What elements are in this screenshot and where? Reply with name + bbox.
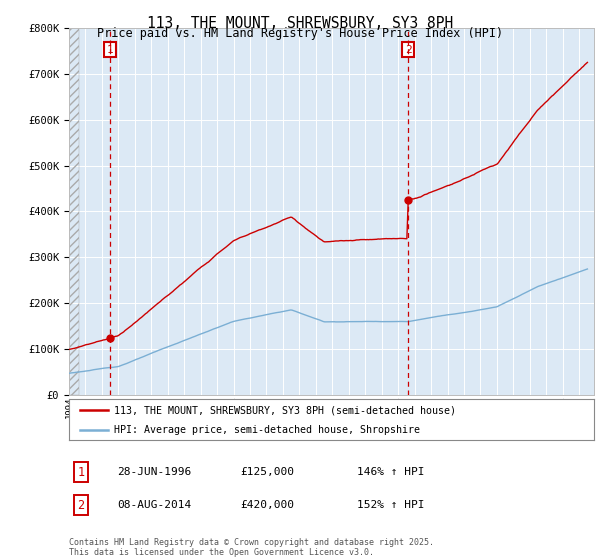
Text: 1: 1 <box>107 44 113 54</box>
Text: 152% ↑ HPI: 152% ↑ HPI <box>357 500 425 510</box>
Text: £125,000: £125,000 <box>240 467 294 477</box>
Text: Contains HM Land Registry data © Crown copyright and database right 2025.
This d: Contains HM Land Registry data © Crown c… <box>69 538 434 557</box>
Text: £420,000: £420,000 <box>240 500 294 510</box>
Text: 08-AUG-2014: 08-AUG-2014 <box>117 500 191 510</box>
Text: 146% ↑ HPI: 146% ↑ HPI <box>357 467 425 477</box>
Text: 113, THE MOUNT, SHREWSBURY, SY3 8PH: 113, THE MOUNT, SHREWSBURY, SY3 8PH <box>147 16 453 31</box>
Text: 1: 1 <box>77 465 85 479</box>
Text: 2: 2 <box>77 498 85 512</box>
Text: 2: 2 <box>404 44 412 54</box>
Text: 113, THE MOUNT, SHREWSBURY, SY3 8PH (semi-detached house): 113, THE MOUNT, SHREWSBURY, SY3 8PH (sem… <box>113 405 455 415</box>
Text: Price paid vs. HM Land Registry's House Price Index (HPI): Price paid vs. HM Land Registry's House … <box>97 27 503 40</box>
Text: HPI: Average price, semi-detached house, Shropshire: HPI: Average price, semi-detached house,… <box>113 424 419 435</box>
Text: 28-JUN-1996: 28-JUN-1996 <box>117 467 191 477</box>
Bar <box>69 28 79 395</box>
